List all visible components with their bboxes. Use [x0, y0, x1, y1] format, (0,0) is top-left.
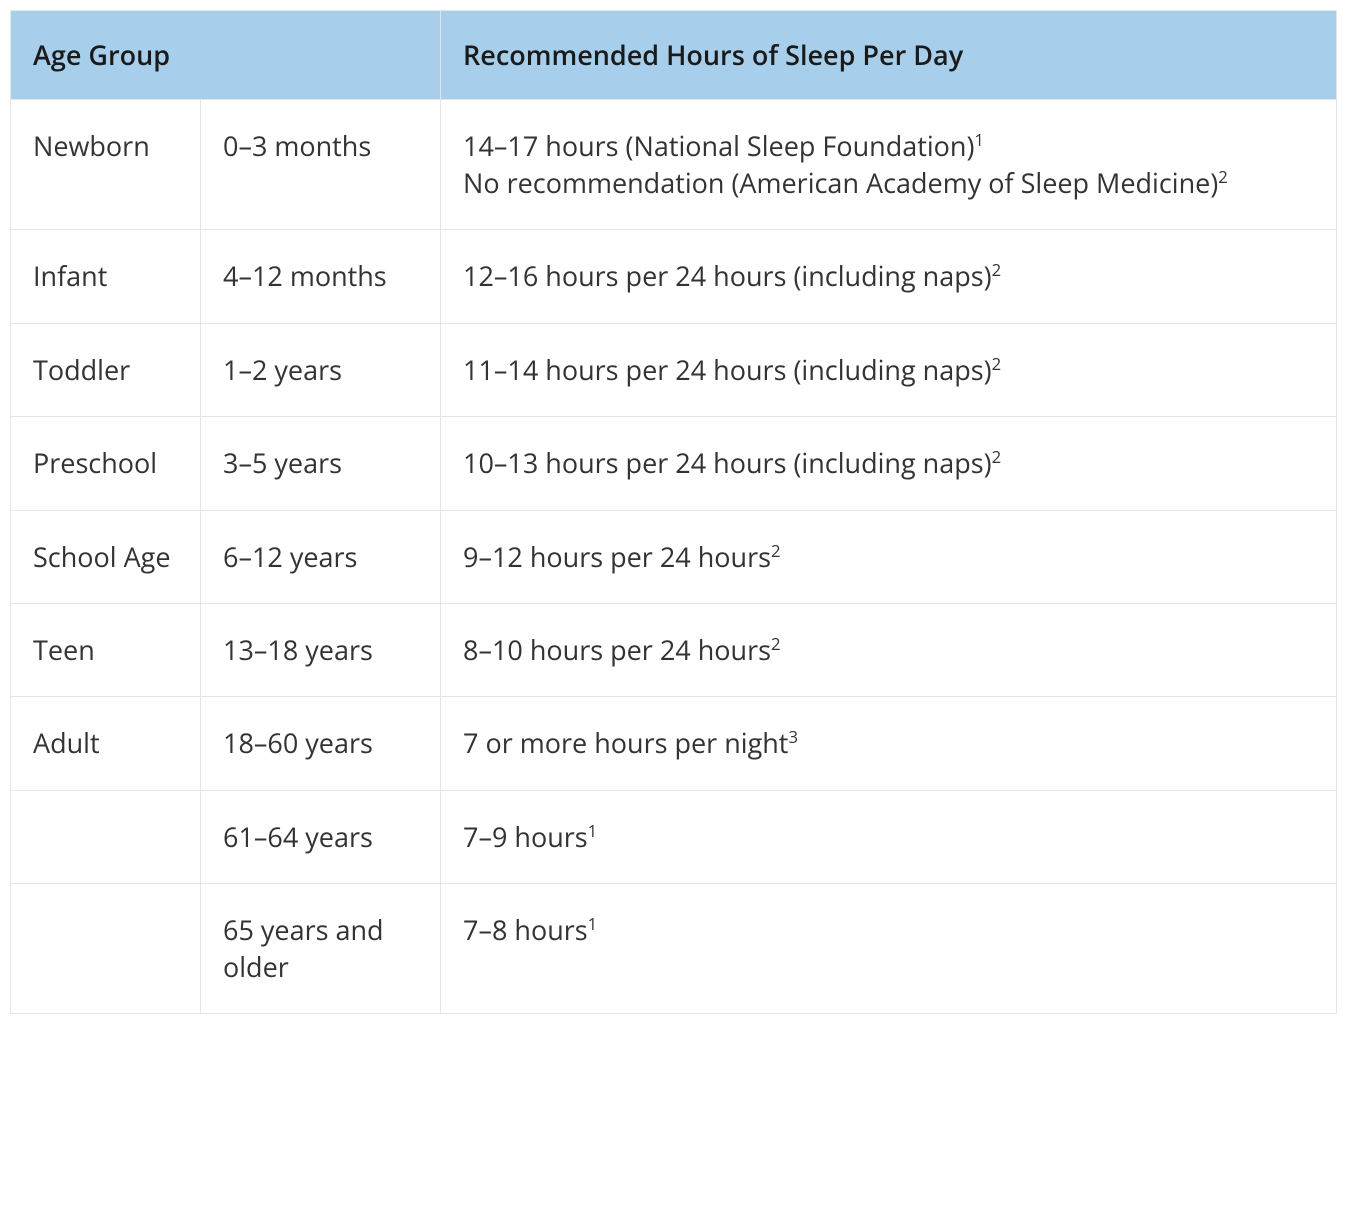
age-group-cell: Newborn: [10, 99, 200, 229]
recommendation-text: 12–16 hours per 24 hours (including naps…: [463, 257, 992, 294]
col-header-age-group: Age Group: [10, 10, 440, 99]
footnote-ref: 2: [771, 539, 781, 562]
recommendation-line: 14–17 hours (National Sleep Foundation)1: [463, 128, 1314, 164]
age-range-cell: 3–5 years: [200, 416, 440, 509]
recommendation-cell: 11–14 hours per 24 hours (including naps…: [440, 323, 1336, 416]
footnote-ref: 2: [1218, 165, 1228, 188]
age-group-cell: Teen: [10, 603, 200, 696]
recommendation-text: 8–10 hours per 24 hours: [463, 631, 771, 668]
age-group-cell: [10, 883, 200, 1013]
footnote-ref: 1: [974, 128, 984, 151]
age-group-cell: Toddler: [10, 323, 200, 416]
recommendation-cell: 9–12 hours per 24 hours2: [440, 510, 1336, 603]
age-group-cell: Preschool: [10, 416, 200, 509]
table-row: Preschool3–5 years 10–13 hours per 24 hou…: [10, 416, 1336, 509]
footnote-ref: 2: [992, 352, 1002, 375]
table-header: Age Group Recommended Hours of Sleep Per…: [10, 10, 1336, 99]
recommendation-line: 10–13 hours per 24 hours (including naps…: [463, 445, 1314, 481]
recommendation-line: 7–9 hours1: [463, 819, 1314, 855]
recommendation-line: 12–16 hours per 24 hours (including naps…: [463, 258, 1314, 294]
recommendation-line: No recommendation (American Academy of S…: [463, 165, 1314, 201]
recommendation-cell: 12–16 hours per 24 hours (including naps…: [440, 229, 1336, 322]
table-row: Adult18–60 years 7 or more hours per nigh…: [10, 696, 1336, 789]
table-row: Newborn0–3 months14–17 hours (National S…: [10, 99, 1336, 229]
age-range-cell: 6–12 years: [200, 510, 440, 603]
recommendation-cell: 10–13 hours per 24 hours (including naps…: [440, 416, 1336, 509]
footnote-ref: 2: [992, 445, 1002, 468]
table-body: Newborn0–3 months14–17 hours (National S…: [10, 99, 1336, 1013]
footnote-ref: 2: [992, 258, 1002, 281]
recommendation-text: 7 or more hours per night: [463, 724, 788, 761]
table-row: 61–64 years 7–9 hours1: [10, 790, 1336, 883]
footnote-ref: 1: [588, 819, 598, 842]
recommendation-text: 10–13 hours per 24 hours (including naps…: [463, 444, 992, 481]
age-range-cell: 0–3 months: [200, 99, 440, 229]
recommendation-cell: 8–10 hours per 24 hours2: [440, 603, 1336, 696]
footnote-ref: 1: [588, 912, 598, 935]
recommendation-text: 7–9 hours: [463, 818, 588, 855]
sleep-recommendations-table: Age Group Recommended Hours of Sleep Per…: [10, 10, 1337, 1014]
recommendation-line: 7–8 hours1: [463, 912, 1314, 948]
recommendation-cell: 7 or more hours per night3: [440, 696, 1336, 789]
table-header-row: Age Group Recommended Hours of Sleep Per…: [10, 10, 1336, 99]
age-range-cell: 4–12 months: [200, 229, 440, 322]
age-range-cell: 61–64 years: [200, 790, 440, 883]
recommendation-cell: 7–8 hours1: [440, 883, 1336, 1013]
recommendation-text: 9–12 hours per 24 hours: [463, 538, 771, 575]
age-range-cell: 18–60 years: [200, 696, 440, 789]
col-header-recommendation: Recommended Hours of Sleep Per Day: [440, 10, 1336, 99]
age-group-cell: [10, 790, 200, 883]
table-row: 65 years and older 7–8 hours1: [10, 883, 1336, 1013]
recommendation-text: 7–8 hours: [463, 911, 588, 948]
footnote-ref: 2: [771, 632, 781, 655]
age-group-cell: Adult: [10, 696, 200, 789]
recommendation-cell: 14–17 hours (National Sleep Foundation)1…: [440, 99, 1336, 229]
table-row: Infant4–12 months 12–16 hours per 24 hour…: [10, 229, 1336, 322]
recommendation-text: No recommendation (American Academy of S…: [463, 164, 1218, 201]
age-range-cell: 1–2 years: [200, 323, 440, 416]
recommendation-line: 11–14 hours per 24 hours (including naps…: [463, 352, 1314, 388]
age-group-cell: Infant: [10, 229, 200, 322]
age-group-cell: School Age: [10, 510, 200, 603]
recommendation-cell: 7–9 hours1: [440, 790, 1336, 883]
recommendation-line: 7 or more hours per night3: [463, 725, 1314, 761]
recommendation-line: 8–10 hours per 24 hours2: [463, 632, 1314, 668]
recommendation-text: 14–17 hours (National Sleep Foundation): [463, 127, 974, 164]
footnote-ref: 3: [788, 725, 798, 748]
age-range-cell: 13–18 years: [200, 603, 440, 696]
table-row: Teen13–18 years 8–10 hours per 24 hours2: [10, 603, 1336, 696]
table-row: Toddler1–2 years 11–14 hours per 24 hours…: [10, 323, 1336, 416]
age-range-cell: 65 years and older: [200, 883, 440, 1013]
table-row: School Age6–12 years 9–12 hours per 24 ho…: [10, 510, 1336, 603]
recommendation-line: 9–12 hours per 24 hours2: [463, 539, 1314, 575]
recommendation-text: 11–14 hours per 24 hours (including naps…: [463, 351, 992, 388]
